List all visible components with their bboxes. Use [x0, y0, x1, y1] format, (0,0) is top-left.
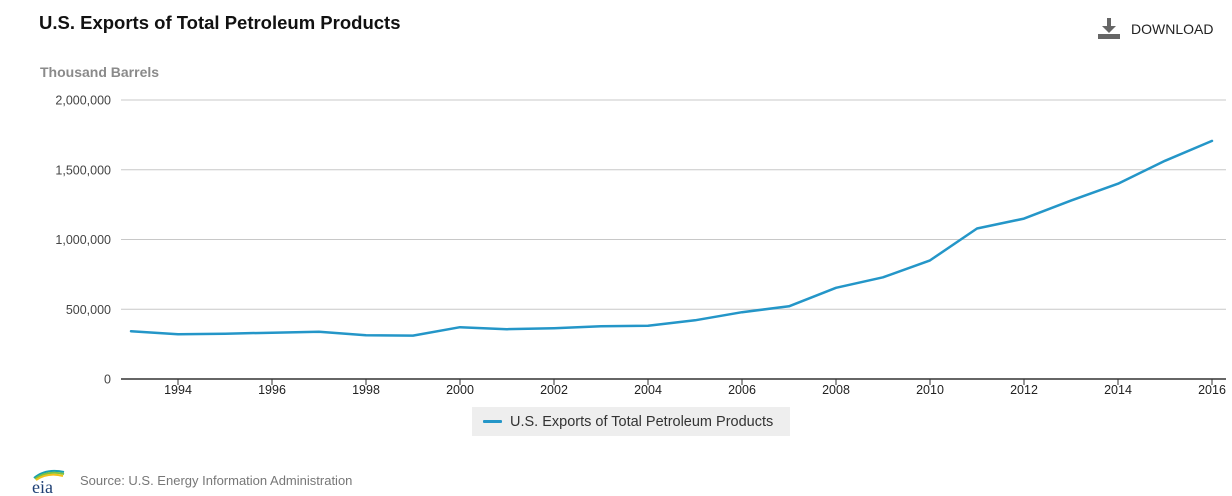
data-point[interactable] — [501, 323, 513, 335]
x-tick-label: 2002 — [540, 383, 568, 397]
data-point[interactable] — [1112, 178, 1124, 190]
data-point[interactable] — [595, 320, 607, 332]
x-tick-label: 1998 — [352, 383, 380, 397]
data-point[interactable] — [266, 327, 278, 339]
x-tick-label: 2008 — [822, 383, 850, 397]
data-point[interactable] — [689, 314, 701, 326]
data-point[interactable] — [1018, 213, 1030, 225]
data-point[interactable] — [360, 329, 372, 341]
legend-item[interactable]: U.S. Exports of Total Petroleum Products — [472, 407, 790, 436]
data-point[interactable] — [971, 222, 983, 234]
eia-logo-icon: eia — [32, 469, 65, 494]
data-point[interactable] — [877, 271, 889, 283]
data-point[interactable] — [1206, 135, 1218, 147]
data-point[interactable] — [783, 300, 795, 312]
download-icon — [1098, 18, 1120, 39]
series-layer — [125, 135, 1218, 342]
source-text: Source: U.S. Energy Information Administ… — [80, 472, 353, 488]
data-point[interactable] — [1159, 155, 1171, 167]
download-button[interactable]: DOWNLOAD — [1098, 18, 1213, 40]
x-tick-label: 2004 — [634, 383, 662, 397]
data-point[interactable] — [830, 282, 842, 294]
x-tick-label: 1996 — [258, 383, 286, 397]
y-tick-label: 1,500,000 — [55, 163, 111, 177]
data-point[interactable] — [313, 326, 325, 338]
source-footer: eia Source: U.S. Energy Information Admi… — [30, 466, 352, 494]
gridlines — [121, 99, 1226, 310]
data-point[interactable] — [642, 320, 654, 332]
x-tick-label: 1994 — [164, 383, 192, 397]
legend-label: U.S. Exports of Total Petroleum Products — [510, 413, 774, 430]
x-tick-label: 2006 — [728, 383, 756, 397]
svg-text:eia: eia — [32, 477, 53, 494]
y-axis-ticks: 0 500,000 1,000,000 1,500,000 2,000,000 — [55, 94, 111, 387]
download-label: DOWNLOAD — [1131, 21, 1214, 37]
x-tick-label: 2014 — [1104, 383, 1132, 397]
series-line — [129, 139, 1214, 337]
data-point[interactable] — [736, 306, 748, 318]
data-point[interactable] — [407, 330, 419, 342]
data-point[interactable] — [125, 325, 137, 337]
x-tick-label: 2012 — [1010, 383, 1038, 397]
y-tick-label: 1,000,000 — [55, 233, 111, 247]
x-tick-label: 2000 — [446, 383, 474, 397]
legend-swatch — [483, 420, 502, 423]
x-tick-label: 2010 — [916, 383, 944, 397]
data-point[interactable] — [172, 328, 184, 340]
y-tick-label: 500,000 — [66, 303, 111, 317]
data-point[interactable] — [924, 254, 936, 266]
chart-title: U.S. Exports of Total Petroleum Products — [39, 12, 401, 33]
x-axis: 1994 1996 1998 2000 2002 2004 2006 2008 2010 2012… — [121, 378, 1226, 397]
y-tick-label: 2,000,000 — [55, 94, 111, 108]
data-point[interactable] — [1065, 195, 1077, 207]
data-point[interactable] — [219, 328, 231, 340]
data-point[interactable] — [548, 322, 560, 334]
x-tick-label: 2016 — [1198, 383, 1226, 397]
y-tick-label: 0 — [104, 373, 111, 387]
y-axis-unit-label: Thousand Barrels — [40, 64, 160, 80]
data-point[interactable] — [454, 321, 466, 333]
